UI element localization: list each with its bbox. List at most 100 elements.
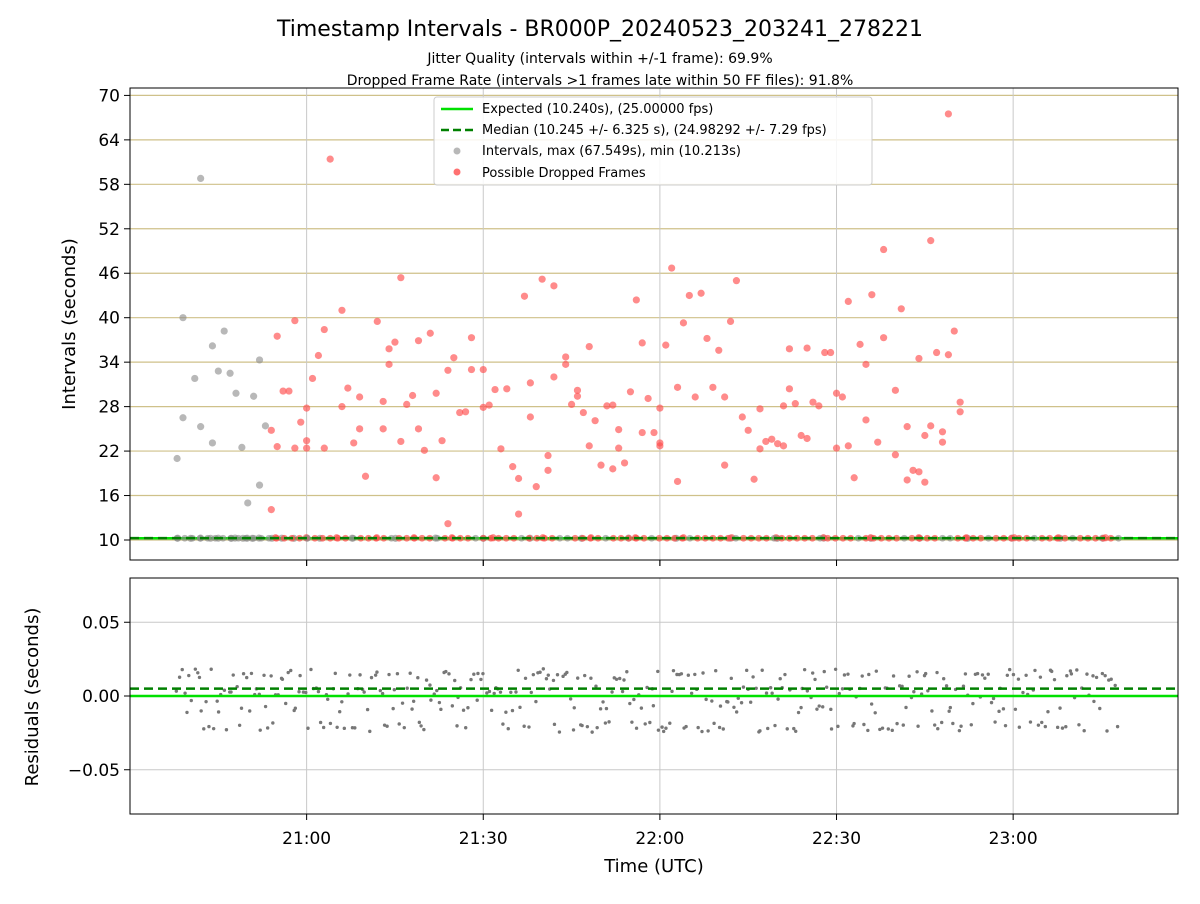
- intervals-y-tick-label: 10: [98, 531, 120, 551]
- residual-point: [190, 699, 193, 702]
- residual-point: [545, 677, 548, 680]
- residual-point: [455, 724, 458, 727]
- residual-point: [212, 727, 215, 730]
- dropped-frame-point: [780, 402, 787, 409]
- residual-point: [335, 726, 338, 729]
- residual-point: [668, 722, 671, 725]
- residual-point: [1064, 725, 1067, 728]
- dropped-frame-point: [898, 305, 905, 312]
- dropped-frame-point: [739, 413, 746, 420]
- x-axis-label: Time (UTC): [603, 856, 704, 877]
- residual-point: [595, 726, 598, 729]
- residual-point: [829, 708, 832, 711]
- dropped-frame-point: [321, 326, 328, 333]
- dropped-frame-point: [686, 292, 693, 299]
- dropped-frame-point: [609, 465, 616, 472]
- dropped-frame-point: [527, 379, 534, 386]
- residual-point: [990, 701, 993, 704]
- residual-point: [997, 710, 1000, 713]
- residual-point: [895, 722, 898, 725]
- residual-point: [755, 687, 758, 690]
- residual-point: [479, 678, 482, 681]
- dropped-frame-point: [639, 429, 646, 436]
- interval-point: [197, 175, 204, 182]
- residual-point: [983, 676, 986, 679]
- residual-point: [732, 706, 735, 709]
- dropped-frame-point: [338, 403, 345, 410]
- residual-point: [250, 672, 253, 675]
- dropped-frame-point: [845, 442, 852, 449]
- residual-point: [410, 707, 413, 710]
- residual-point: [524, 677, 527, 680]
- dropped-frame-point: [533, 483, 540, 490]
- residual-point: [648, 721, 651, 724]
- residual-point: [830, 727, 833, 730]
- residual-point: [322, 726, 325, 729]
- residual-point: [464, 726, 467, 729]
- residual-point: [652, 704, 655, 707]
- residual-point: [499, 690, 502, 693]
- dropped-frame-point: [403, 401, 410, 408]
- residual-point: [942, 677, 945, 680]
- dropped-frame-point: [833, 445, 840, 452]
- residual-point: [284, 702, 287, 705]
- dropped-frame-point: [592, 417, 599, 424]
- residual-point: [343, 727, 346, 730]
- residual-point: [892, 674, 895, 677]
- residual-point: [607, 720, 610, 723]
- residual-point: [225, 728, 228, 731]
- residual-point: [428, 683, 431, 686]
- residual-point: [712, 722, 715, 725]
- residual-point: [294, 707, 297, 710]
- residual-point: [217, 710, 220, 713]
- residual-point: [565, 671, 568, 674]
- residual-point: [547, 673, 550, 676]
- residual-point: [1012, 673, 1015, 676]
- residual-point: [175, 689, 178, 692]
- residual-point: [1018, 726, 1021, 729]
- residual-point: [215, 699, 218, 702]
- residual-point: [492, 692, 495, 695]
- residual-point: [1046, 710, 1049, 713]
- residual-point: [722, 727, 725, 730]
- residual-point: [538, 671, 541, 674]
- dropped-frame-point: [803, 344, 810, 351]
- interval-point: [179, 414, 186, 421]
- residual-point: [527, 725, 530, 728]
- legend-intervals-swatch: [454, 148, 461, 155]
- dropped-frame-point: [409, 392, 416, 399]
- residual-point: [517, 669, 520, 672]
- residual-point: [959, 725, 962, 728]
- interval-point: [226, 370, 233, 377]
- residual-point: [825, 686, 828, 689]
- residual-point: [976, 672, 979, 675]
- residual-point: [912, 690, 915, 693]
- dropped-frame-point: [268, 427, 275, 434]
- residuals-y-tick-label: 0.00: [82, 687, 120, 707]
- dropped-frame-point: [874, 439, 881, 446]
- residual-point: [981, 673, 984, 676]
- dropped-frame-point: [350, 439, 357, 446]
- dropped-frame-point: [745, 427, 752, 434]
- residual-point: [797, 711, 800, 714]
- residual-point: [375, 670, 378, 673]
- dropped-frame-point: [750, 476, 757, 483]
- residual-point: [419, 724, 422, 727]
- residual-point: [664, 726, 667, 729]
- residual-point: [511, 709, 514, 712]
- residual-point: [472, 672, 475, 675]
- interval-point: [191, 375, 198, 382]
- residual-point: [773, 724, 776, 727]
- residual-point: [1006, 674, 1009, 677]
- dropped-frame-point: [892, 451, 899, 458]
- residual-point: [992, 697, 995, 700]
- dropped-frame-point: [297, 419, 304, 426]
- residual-point: [936, 727, 939, 730]
- dropped-frame-point: [615, 426, 622, 433]
- dropped-frame-point: [562, 353, 569, 360]
- dropped-frame-point: [544, 467, 551, 474]
- residual-point: [245, 676, 248, 679]
- residual-point: [599, 707, 602, 710]
- residual-point: [438, 701, 441, 704]
- residual-point: [572, 728, 575, 731]
